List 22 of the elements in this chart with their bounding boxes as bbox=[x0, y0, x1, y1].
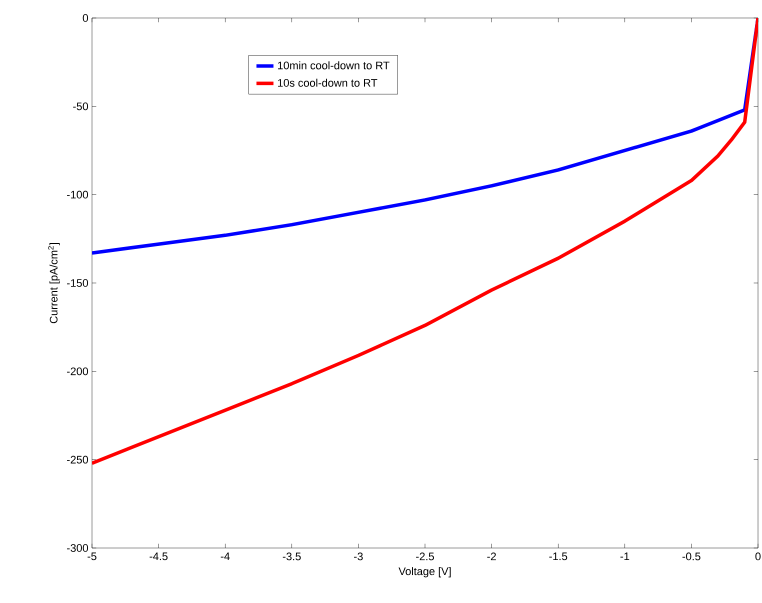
x-tick-label: -4.5 bbox=[150, 552, 168, 560]
x-tick-label: -4 bbox=[220, 552, 230, 560]
y-axis-title: Current [pA/cm$^{2}$] bbox=[48, 243, 60, 324]
x-tick-label: -0.5 bbox=[682, 552, 700, 560]
x-tick-label: -3 bbox=[354, 552, 363, 560]
y-tick-label: -100 bbox=[67, 190, 88, 199]
x-tick-label: -1.5 bbox=[549, 552, 568, 560]
y-tick-label: 0 bbox=[82, 14, 88, 22]
y-tick-label: -150 bbox=[67, 279, 88, 287]
y-tick-label: -200 bbox=[67, 367, 88, 376]
x-tick-label: 0 bbox=[755, 552, 761, 560]
y-tick-label: -300 bbox=[67, 544, 88, 552]
x-axis-title: Voltage [V] bbox=[398, 567, 451, 578]
x-tick-label: -1 bbox=[620, 552, 630, 560]
x-tick-label: -5 bbox=[88, 552, 96, 560]
x-tick-label: -2 bbox=[487, 552, 496, 560]
y-tick-label: -250 bbox=[67, 456, 88, 464]
x-tick-label: -2.5 bbox=[416, 552, 434, 560]
legend-label: 10min cool-down to RT bbox=[278, 61, 390, 70]
legend-label: 10s cool-down to RT bbox=[278, 78, 378, 87]
x-tick-label: -3.5 bbox=[282, 552, 301, 560]
y-tick-label: -50 bbox=[73, 102, 88, 110]
